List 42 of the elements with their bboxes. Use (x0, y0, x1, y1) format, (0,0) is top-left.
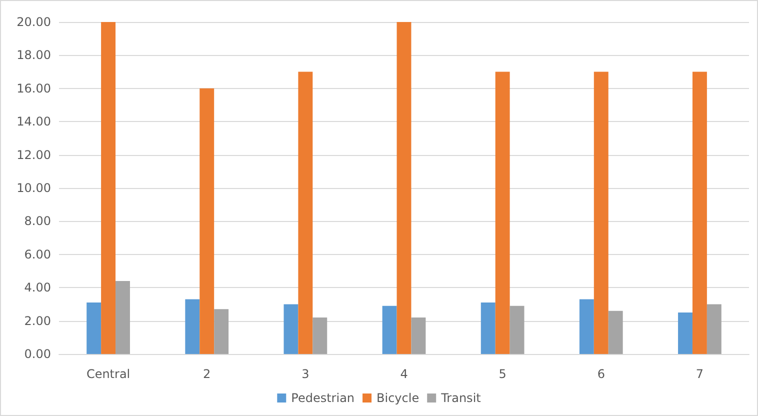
y-tick-label: 8.00 (24, 214, 51, 228)
bar (312, 317, 328, 354)
legend-label: Pedestrian (291, 391, 355, 405)
bar (116, 280, 130, 354)
x-tick-label: 7 (696, 367, 704, 381)
y-tick-label: 16.00 (16, 81, 51, 96)
y-tick-label: 14.00 (16, 114, 51, 129)
bar (411, 317, 426, 354)
bar (495, 72, 510, 354)
x-tick-label: 6 (597, 367, 605, 381)
y-tick-label: 12.00 (16, 148, 51, 162)
y-tick-label: 0.00 (24, 347, 51, 361)
x-tick-label: 3 (302, 367, 310, 381)
bar (214, 309, 229, 354)
bar (579, 299, 594, 354)
x-tick-label: 5 (498, 367, 506, 381)
bar (706, 304, 722, 354)
bar (382, 306, 397, 354)
y-tick-label: 4.00 (24, 280, 51, 295)
bar (510, 306, 524, 354)
bar (692, 72, 707, 354)
bar (594, 72, 608, 354)
y-tick-label: 18.00 (16, 48, 51, 62)
x-tick-label: 2 (203, 367, 211, 381)
bar (101, 22, 116, 354)
bar (608, 310, 623, 354)
x-tick-label: 4 (400, 367, 408, 381)
bar (86, 302, 102, 354)
bar (185, 299, 200, 354)
legend-label: Transit (440, 391, 482, 405)
bar (298, 72, 313, 354)
legend-label: Bicycle (376, 391, 420, 405)
y-tick-label: 20.00 (16, 15, 51, 29)
x-tick-label: Central (86, 367, 130, 381)
bar (396, 22, 412, 354)
y-tick-label: 10.00 (16, 181, 51, 195)
bar (200, 88, 214, 354)
y-tick-label: 2.00 (24, 314, 51, 328)
bar (480, 302, 496, 354)
bar (284, 304, 298, 354)
y-tick-label: 6.00 (24, 247, 51, 262)
bar (678, 312, 692, 354)
